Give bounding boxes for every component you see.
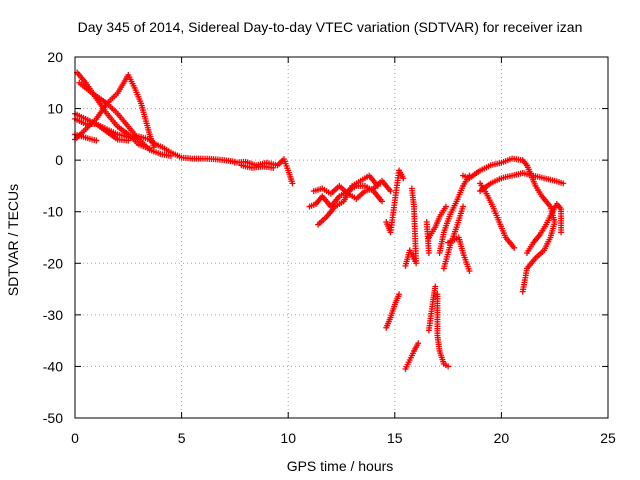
y-axis-label: SDTVAR / TECUs xyxy=(5,184,21,296)
x-tick-label: 25 xyxy=(600,430,616,446)
grid-lines xyxy=(75,57,608,418)
x-tick-label: 10 xyxy=(280,430,296,446)
y-tick-label: -20 xyxy=(43,255,63,271)
series-arc-b xyxy=(76,80,174,159)
y-tick-label: -30 xyxy=(43,307,63,323)
y-tick-label: 20 xyxy=(47,49,63,65)
series-arc-s xyxy=(434,291,451,369)
data-points xyxy=(72,69,566,372)
x-tick-label: 5 xyxy=(178,430,186,446)
y-tick-label: 10 xyxy=(47,101,63,117)
x-axis-label: GPS time / hours xyxy=(287,458,394,474)
x-tick-label: 0 xyxy=(71,430,79,446)
y-tick-label: -10 xyxy=(43,204,63,220)
chart-title: Day 345 of 2014, Sidereal Day-to-day VTE… xyxy=(78,19,583,35)
x-tick-label: 15 xyxy=(387,430,403,446)
y-tick-label: -40 xyxy=(43,358,63,374)
series-arc-g xyxy=(232,156,296,186)
chart-plot: Day 345 of 2014, Sidereal Day-to-day VTE… xyxy=(0,0,640,480)
series-arc-o xyxy=(402,340,421,372)
series-arc-m xyxy=(383,291,402,331)
x-tick-label: 20 xyxy=(494,430,510,446)
axis-frame xyxy=(75,57,608,418)
series-arc-n xyxy=(402,186,419,269)
y-tick-label: 0 xyxy=(55,152,63,168)
series-arc-y xyxy=(477,170,566,194)
y-tick-label: -50 xyxy=(43,410,63,426)
plot-border xyxy=(75,57,608,418)
